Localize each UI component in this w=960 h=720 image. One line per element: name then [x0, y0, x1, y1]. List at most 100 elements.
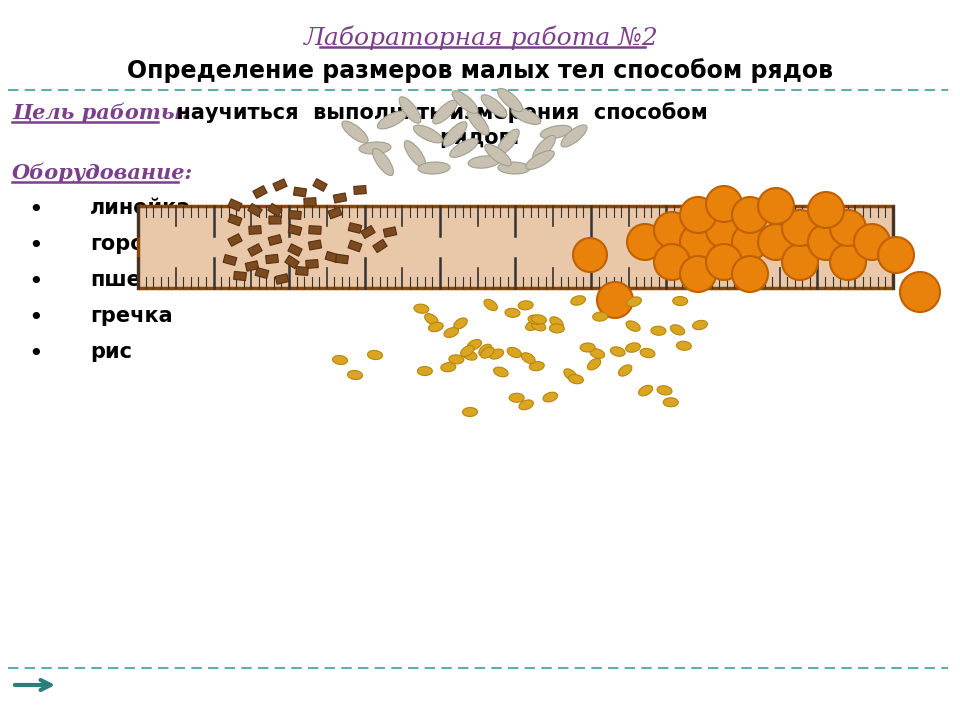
Polygon shape	[303, 198, 316, 207]
Text: горох: горох	[90, 234, 158, 254]
Ellipse shape	[404, 140, 425, 167]
Ellipse shape	[528, 315, 542, 325]
Ellipse shape	[468, 156, 500, 168]
Polygon shape	[348, 222, 362, 233]
Ellipse shape	[485, 144, 512, 166]
Polygon shape	[296, 266, 308, 276]
Text: •: •	[28, 198, 43, 222]
Ellipse shape	[359, 142, 391, 154]
Polygon shape	[325, 251, 339, 263]
Ellipse shape	[468, 340, 482, 350]
Text: гречка: гречка	[90, 306, 173, 326]
Polygon shape	[252, 186, 267, 199]
Polygon shape	[383, 227, 396, 237]
Ellipse shape	[588, 359, 601, 370]
Polygon shape	[255, 268, 269, 279]
Ellipse shape	[549, 324, 564, 333]
Ellipse shape	[454, 318, 468, 329]
Polygon shape	[308, 240, 322, 250]
Polygon shape	[285, 256, 300, 269]
Polygon shape	[268, 203, 282, 217]
Ellipse shape	[543, 392, 558, 402]
Polygon shape	[288, 244, 302, 256]
Ellipse shape	[507, 348, 521, 358]
Ellipse shape	[505, 308, 520, 318]
Ellipse shape	[808, 192, 844, 228]
Ellipse shape	[626, 343, 640, 352]
Ellipse shape	[414, 304, 429, 313]
Ellipse shape	[414, 125, 443, 143]
Ellipse shape	[481, 95, 507, 117]
Text: •: •	[28, 234, 43, 258]
Ellipse shape	[568, 374, 584, 384]
Ellipse shape	[496, 129, 519, 155]
Ellipse shape	[518, 301, 533, 310]
Ellipse shape	[519, 400, 534, 410]
Ellipse shape	[758, 188, 794, 224]
Ellipse shape	[830, 244, 866, 280]
Ellipse shape	[758, 224, 794, 260]
Text: пшено: пшено	[90, 270, 170, 290]
Ellipse shape	[854, 224, 890, 260]
Ellipse shape	[651, 326, 666, 336]
Bar	[138, 206, 893, 288]
Ellipse shape	[564, 369, 577, 380]
Ellipse shape	[372, 148, 394, 176]
Polygon shape	[335, 254, 348, 264]
Ellipse shape	[573, 238, 607, 272]
Polygon shape	[313, 179, 327, 192]
Ellipse shape	[368, 351, 382, 359]
Polygon shape	[223, 255, 237, 266]
Ellipse shape	[673, 297, 687, 305]
Ellipse shape	[782, 244, 818, 280]
Ellipse shape	[640, 348, 655, 358]
Ellipse shape	[424, 314, 438, 325]
Ellipse shape	[348, 371, 363, 379]
Ellipse shape	[732, 224, 768, 260]
Ellipse shape	[449, 355, 464, 364]
Ellipse shape	[592, 312, 608, 321]
Ellipse shape	[680, 224, 716, 260]
Polygon shape	[228, 214, 242, 226]
Ellipse shape	[342, 121, 368, 143]
Ellipse shape	[692, 320, 708, 330]
Ellipse shape	[493, 367, 508, 377]
Ellipse shape	[654, 244, 690, 280]
Ellipse shape	[526, 320, 540, 330]
Polygon shape	[288, 225, 301, 235]
Ellipse shape	[900, 272, 940, 312]
Polygon shape	[228, 234, 242, 246]
Ellipse shape	[638, 385, 653, 396]
Ellipse shape	[532, 321, 545, 331]
Polygon shape	[269, 216, 281, 224]
Polygon shape	[248, 204, 262, 217]
Polygon shape	[305, 260, 319, 269]
Ellipse shape	[670, 325, 684, 335]
Polygon shape	[328, 207, 342, 219]
Text: •: •	[28, 270, 43, 294]
Ellipse shape	[830, 210, 866, 246]
Ellipse shape	[663, 397, 678, 407]
Polygon shape	[333, 193, 347, 203]
Ellipse shape	[580, 343, 595, 352]
Ellipse shape	[509, 393, 524, 402]
Ellipse shape	[511, 107, 540, 125]
Ellipse shape	[680, 197, 716, 233]
Ellipse shape	[808, 224, 844, 260]
Polygon shape	[228, 199, 242, 211]
Ellipse shape	[521, 353, 535, 364]
Polygon shape	[353, 186, 367, 194]
Text: рис: рис	[90, 342, 132, 362]
Ellipse shape	[782, 210, 818, 246]
Polygon shape	[294, 187, 306, 197]
Ellipse shape	[550, 317, 564, 328]
Ellipse shape	[441, 363, 456, 372]
Polygon shape	[372, 239, 387, 253]
Ellipse shape	[497, 89, 522, 112]
Text: Определение размеров малых тел способом рядов: Определение размеров малых тел способом …	[127, 58, 833, 83]
Polygon shape	[276, 274, 289, 284]
Text: научиться  выполнять измерения  способом: научиться выполнять измерения способом	[162, 102, 708, 123]
Ellipse shape	[418, 162, 450, 174]
Ellipse shape	[677, 341, 691, 351]
Text: Лабораторная работа №2: Лабораторная работа №2	[302, 25, 658, 50]
